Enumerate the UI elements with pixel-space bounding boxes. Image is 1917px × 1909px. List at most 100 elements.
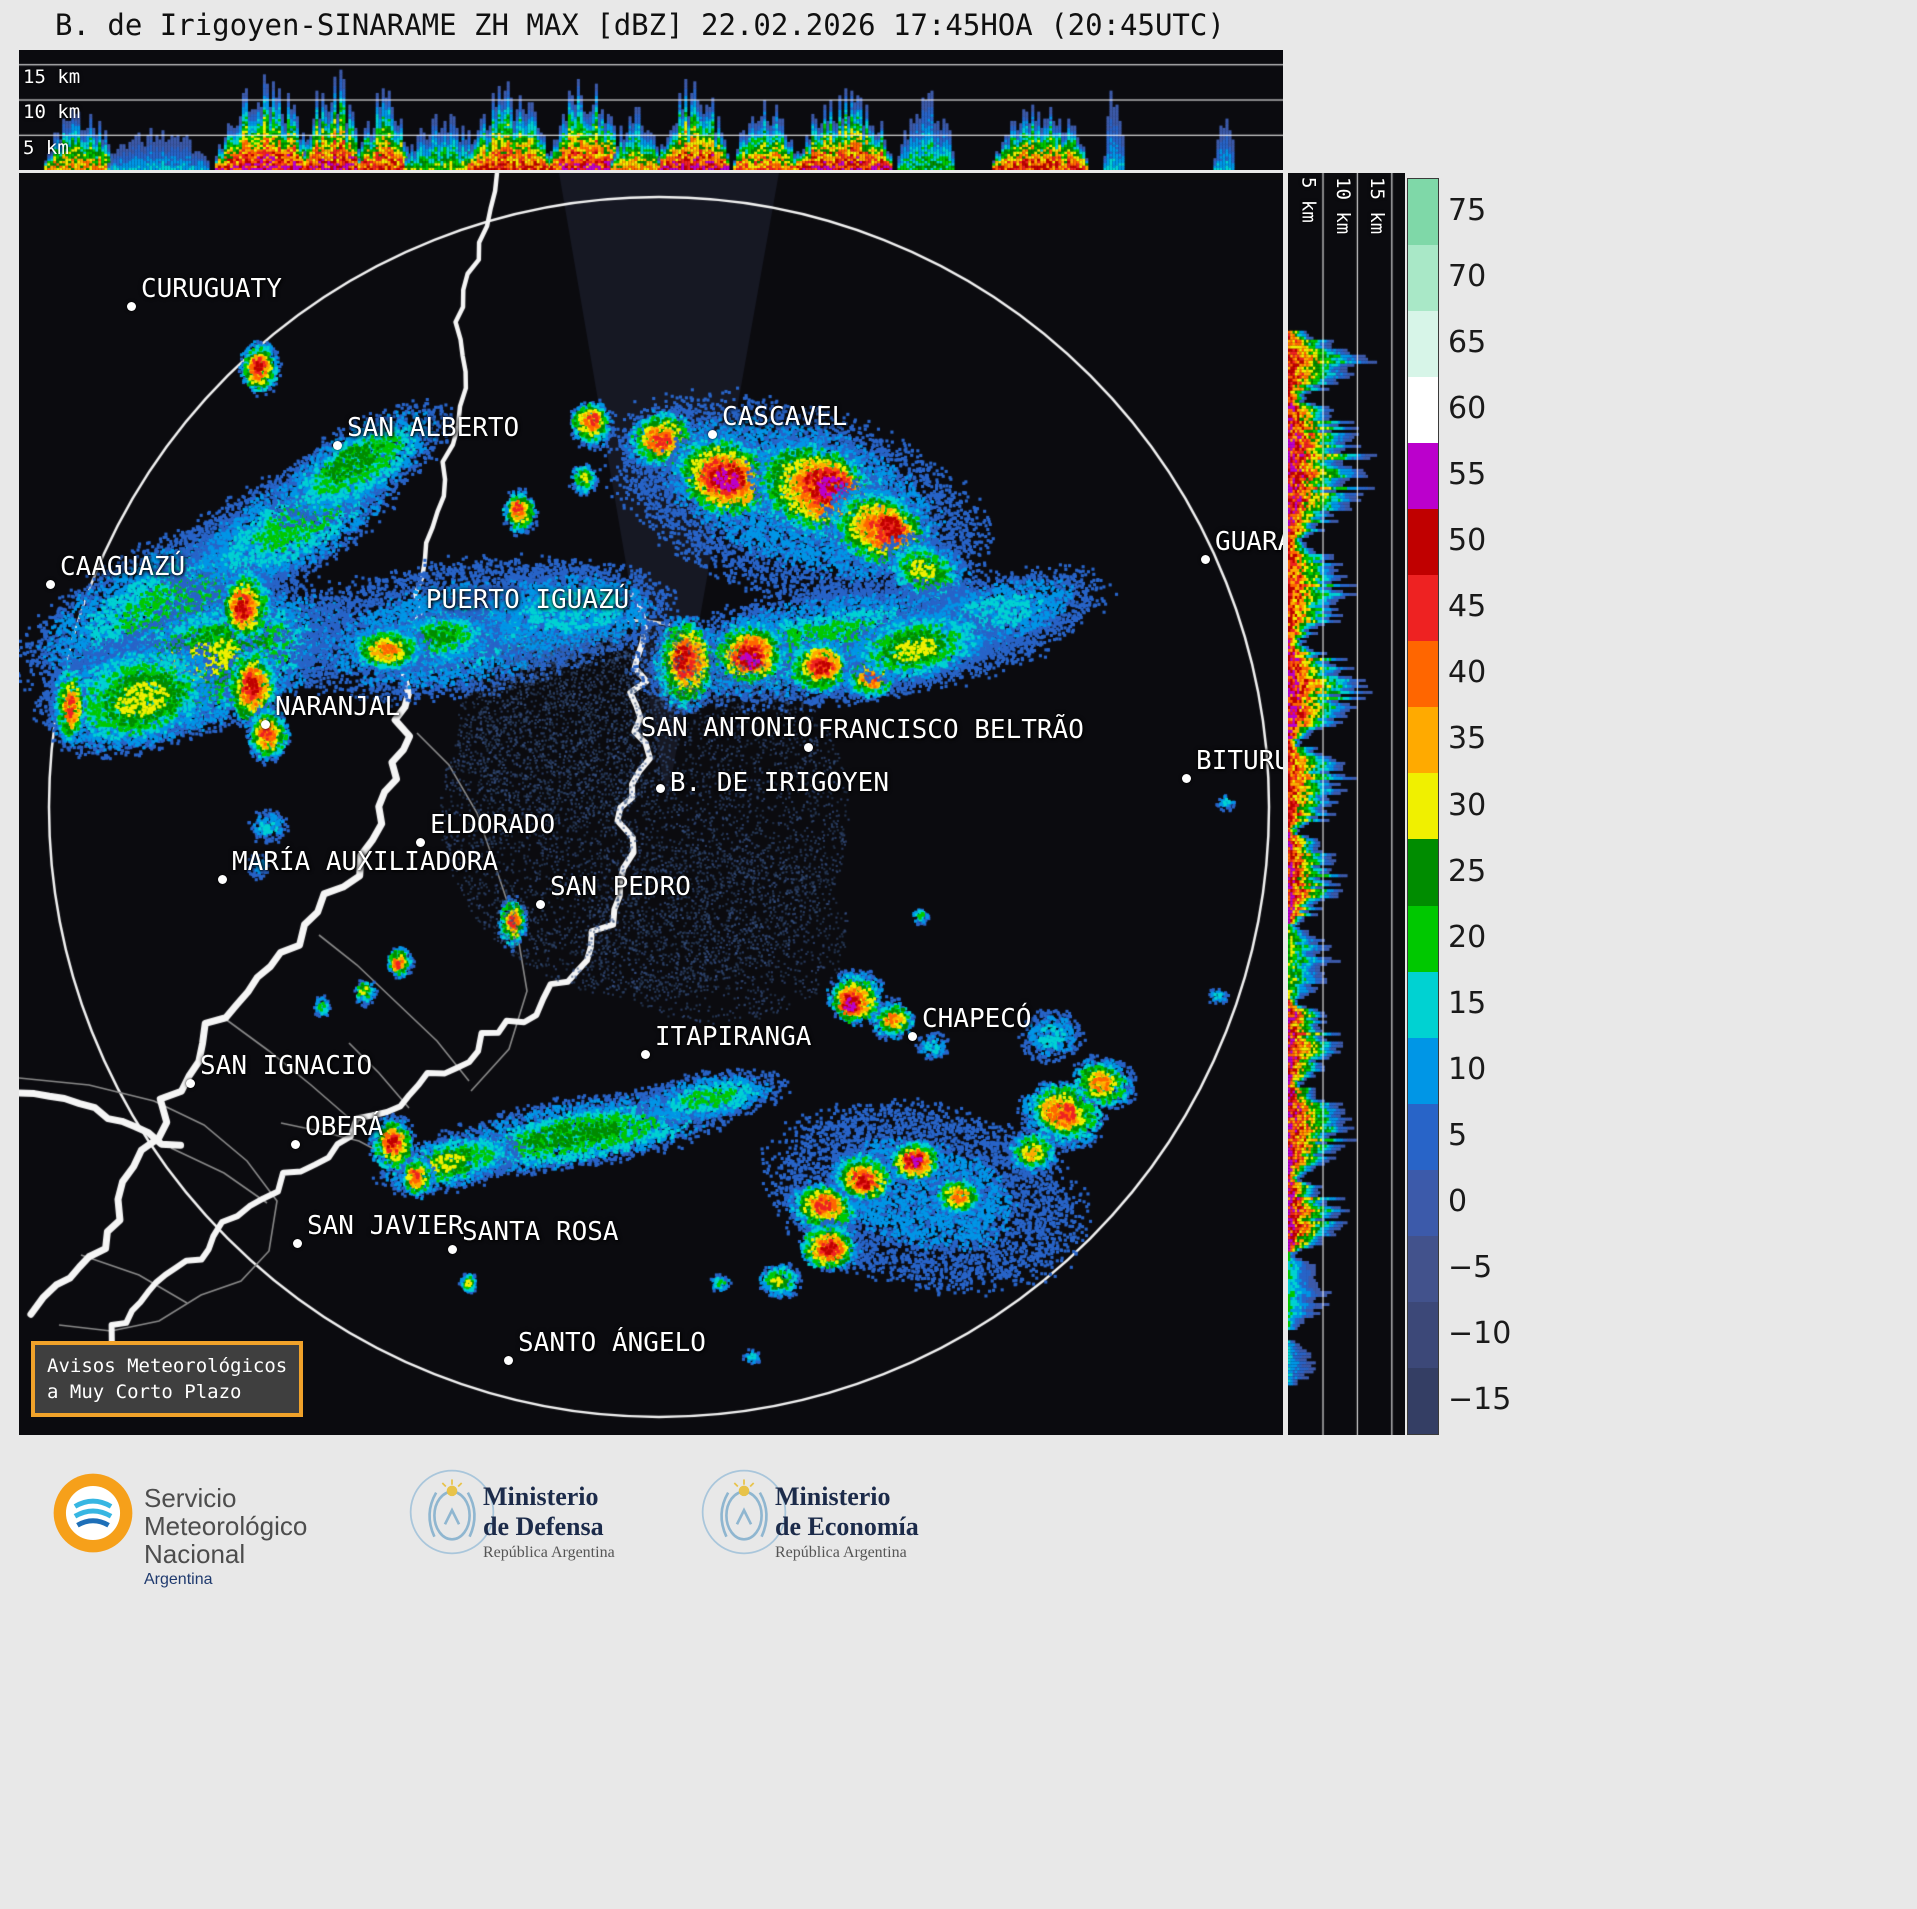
colorbar-tick-label: 75 <box>1448 193 1487 229</box>
city-label: CHAPECÓ <box>922 1004 1032 1035</box>
colorbar-band <box>1408 905 1438 972</box>
colorbar-band <box>1408 1169 1438 1236</box>
warning-line2: a Muy Corto Plazo <box>47 1381 242 1403</box>
radar-map: CURUGUATY SAN ALBERTO CASCAVEL CAAGUAZÚ PUER… <box>19 173 1283 1435</box>
city-dot <box>536 900 546 910</box>
colorbar-band <box>1408 179 1438 246</box>
warning-line1: Avisos Meteorológicos <box>47 1355 288 1377</box>
city-dot <box>291 1140 301 1150</box>
city-marker: FRANCISCO BELTRÃO <box>803 715 1084 752</box>
city-label: MARÍA AUXILIADORA <box>231 847 499 878</box>
city-marker: SANTO ÁNGELO <box>504 1328 706 1365</box>
smn-line-1: Servicio <box>144 1483 237 1513</box>
colorbar-tick-label: 30 <box>1448 787 1487 823</box>
colorbar-band <box>1408 1103 1438 1170</box>
height-label: 10 km <box>1331 177 1354 235</box>
colorbar <box>1407 178 1439 1435</box>
colorbar-tick-label: 10 <box>1448 1051 1487 1087</box>
colorbar-band <box>1408 575 1438 642</box>
colorbar-band <box>1408 1367 1438 1434</box>
colorbar-tick-label: 65 <box>1448 325 1487 361</box>
colorbar-band <box>1408 311 1438 378</box>
city-label: CURUGUATY <box>140 274 282 305</box>
right-height-profile: 5 km 10 km 15 km <box>1288 173 1405 1435</box>
city-dot <box>655 783 665 793</box>
city-marker: CAAGUAZÚ <box>45 552 185 589</box>
colorbar-tick-label: 5 <box>1448 1117 1468 1153</box>
economia-line-2: de Economía <box>775 1512 919 1541</box>
city-marker: MARÍA AUXILIADORA <box>217 847 498 885</box>
height-label: 15 km <box>1366 177 1389 235</box>
city-marker: NARANJAL <box>260 692 400 729</box>
city-label: OBERÁ <box>305 1112 384 1143</box>
colorbar-band <box>1408 245 1438 312</box>
city-label: CAAGUAZÚ <box>59 551 186 582</box>
city-label: ITAPIRANGA <box>654 1022 812 1053</box>
city-dot <box>126 302 136 312</box>
city-dot <box>333 441 343 451</box>
city-marker: SAN JAVIER <box>292 1211 464 1248</box>
top-height-profile: 15 km 10 km 5 km <box>19 50 1283 170</box>
colorbar-band <box>1408 1235 1438 1302</box>
city-dot <box>908 1032 918 1042</box>
colorbar-band <box>1408 707 1438 774</box>
colorbar-band <box>1408 971 1438 1038</box>
city-dot <box>415 838 425 848</box>
city-marker: SAN PEDRO <box>536 872 691 910</box>
smn-logo <box>52 1472 134 1554</box>
city-label: FRANCISCO BELTRÃO <box>817 714 1084 745</box>
colorbar-tick-label: 70 <box>1448 259 1487 295</box>
city-marker: BITURU <box>1182 746 1283 783</box>
city-marker: SAN IGNACIO <box>186 1051 372 1089</box>
city-marker: GUARA <box>1201 527 1283 564</box>
city-marker: OBERÁ <box>291 1112 383 1150</box>
right-profile-canvas <box>1288 173 1405 1435</box>
colorbar-tick-label: 40 <box>1448 655 1487 691</box>
city-label: SAN PEDRO <box>550 872 691 903</box>
colorbar-tick-label: −5 <box>1448 1249 1493 1285</box>
city-marker: SANTA ROSA <box>448 1217 619 1254</box>
colorbar-band <box>1408 1301 1438 1368</box>
city-marker: CASCAVEL <box>708 402 847 440</box>
city-label: SAN JAVIER <box>306 1210 464 1241</box>
economia-emblem <box>700 1468 788 1556</box>
city-label: PUERTO IGUAZÚ <box>425 585 630 616</box>
page-title: B. de Irigoyen-SINARAME ZH MAX [dBZ] 22.… <box>55 8 1225 42</box>
colorbar-band <box>1408 443 1438 510</box>
city-label: SANTA ROSA <box>462 1216 619 1247</box>
height-label: 5 km <box>23 136 69 159</box>
city-marker: CURUGUATY <box>126 274 282 312</box>
smn-country: Argentina <box>144 1571 213 1588</box>
colorbar-tick-label: 55 <box>1448 457 1487 493</box>
defensa-line-2: de Defensa <box>483 1512 604 1541</box>
city-label: SAN IGNACIO <box>200 1051 373 1082</box>
colorbar-band <box>1408 641 1438 708</box>
defensa-sub: República Argentina <box>483 1544 615 1561</box>
city-dot <box>292 1238 302 1248</box>
colorbar-tick-label: 35 <box>1448 721 1487 757</box>
city-dot <box>186 1079 196 1089</box>
city-dot <box>217 875 227 885</box>
city-dot <box>260 719 270 729</box>
smn-line-2: Meteorológico <box>144 1511 308 1541</box>
radar-echo-canvas <box>19 173 1283 1435</box>
city-dot <box>1182 774 1192 783</box>
city-label: SAN ANTONIO <box>640 712 813 743</box>
economia-text: Ministerio de Economía República Argenti… <box>775 1482 919 1562</box>
city-dot <box>640 1050 650 1060</box>
city-label: NARANJAL <box>274 691 401 722</box>
height-label: 5 km <box>1297 177 1320 223</box>
colorbar-tick-label: 60 <box>1448 391 1487 427</box>
colorbar-tick-label: 20 <box>1448 919 1487 955</box>
city-label: SAN ALBERTO <box>347 413 520 444</box>
city-dot <box>448 1244 458 1254</box>
city-marker: CHAPECÓ <box>908 1004 1032 1042</box>
colorbar-tick-label: −10 <box>1448 1315 1512 1351</box>
city-label: ELDORADO <box>429 810 556 841</box>
colorbar-tick-label: 45 <box>1448 589 1487 625</box>
economia-line-1: Ministerio <box>775 1482 891 1511</box>
colorbar-band <box>1408 839 1438 906</box>
city-label: BITURU <box>1196 746 1283 776</box>
colorbar-tick-label: 0 <box>1448 1183 1468 1219</box>
